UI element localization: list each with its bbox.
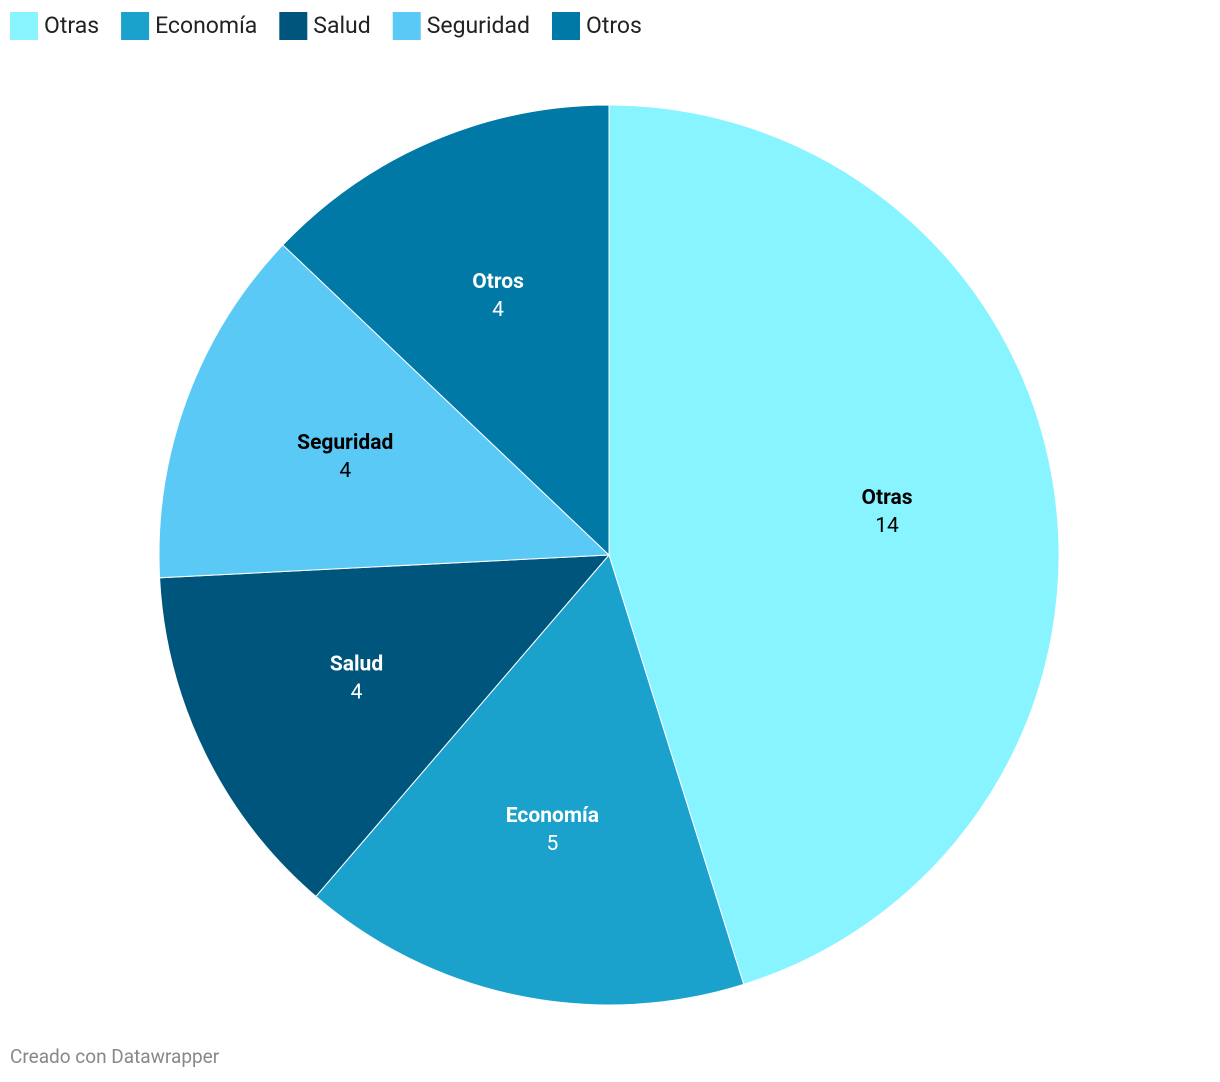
- legend-label: Economía: [155, 12, 257, 39]
- legend-swatch: [279, 12, 308, 40]
- slice-value: 14: [875, 514, 899, 538]
- legend-swatch: [392, 12, 421, 40]
- slice-value: 5: [546, 832, 558, 856]
- slice-value: 4: [492, 298, 504, 322]
- slice-value: 4: [351, 680, 363, 704]
- slice-name: Otros: [472, 270, 524, 294]
- slice-name: Salud: [330, 652, 383, 676]
- pie-slice: [315, 553, 745, 1006]
- legend: Otras Economía Salud Seguridad Otros: [10, 12, 642, 40]
- pie-slice: [282, 104, 610, 557]
- legend-label: Salud: [313, 12, 370, 39]
- legend-label: Seguridad: [427, 12, 530, 39]
- legend-label: Otros: [586, 12, 642, 39]
- slice-name: Seguridad: [297, 431, 393, 455]
- legend-swatch: [121, 12, 150, 40]
- pie: [158, 104, 1060, 1006]
- slice-name: Otras: [862, 486, 913, 510]
- slice-value: 4: [339, 459, 351, 483]
- pie-slice: [158, 244, 611, 579]
- footer: Creado con Datawrapper: [10, 1045, 220, 1068]
- slice-labels: Otras 14 Economía 5 Salud 4 Seguridad 4 Otros 4: [297, 270, 913, 856]
- pie-slice: [159, 554, 611, 898]
- legend-label: Otras: [44, 12, 99, 39]
- slice-name: Economía: [506, 804, 599, 828]
- legend-swatch: [10, 12, 38, 40]
- legend-swatch: [552, 12, 581, 40]
- pie-slice: [608, 104, 1060, 985]
